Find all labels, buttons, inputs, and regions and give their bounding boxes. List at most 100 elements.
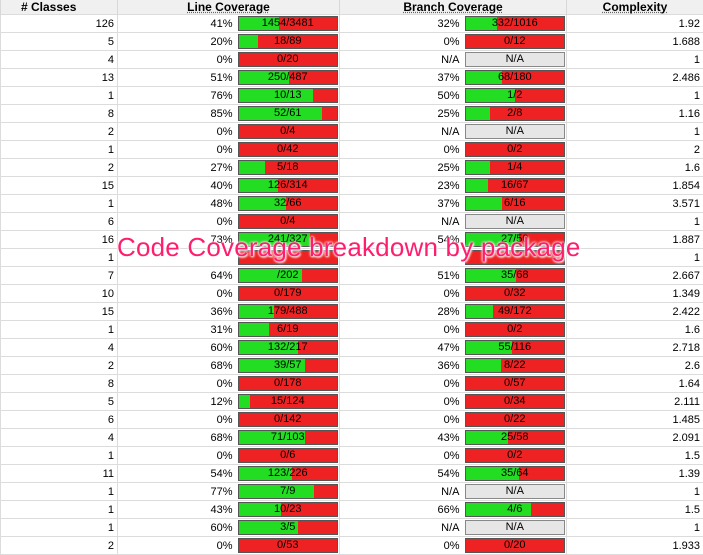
complexity-value: 1.64 (567, 375, 703, 393)
line-coverage-bar: 18/89 (238, 34, 339, 49)
line-coverage-percent: 0% (118, 213, 236, 231)
classes-count: 2 (1, 123, 118, 141)
line-coverage-bar: 39/57 (238, 358, 339, 373)
line-coverage-bar: 7/9 (238, 484, 339, 499)
branch-coverage-bar-cell: 0/2 (463, 141, 567, 159)
branch-coverage-bar: 0/20 (465, 538, 566, 553)
line-coverage-bar-cell: 7/9 (236, 483, 340, 501)
line-coverage-bar: 52/61 (238, 106, 339, 121)
branch-coverage-percent: 66% (340, 501, 463, 519)
line-coverage-label: 0/20 (239, 53, 338, 66)
branch-coverage-bar-cell: 0/20 (463, 537, 567, 555)
branch-coverage-percent: N/A (340, 213, 463, 231)
line-coverage-percent: 0% (118, 537, 236, 555)
branch-coverage-label: 0/12 (466, 35, 565, 48)
branch-coverage-percent: N/A (340, 483, 463, 501)
classes-count: 1 (1, 447, 118, 465)
complexity-value: 2.667 (567, 267, 703, 285)
classes-header[interactable]: # Classes (1, 0, 118, 15)
branch-coverage-percent: 0% (340, 321, 463, 339)
branch-coverage-label: 1/4 (466, 161, 565, 174)
branch-coverage-label: 1/2 (466, 89, 565, 102)
branch-coverage-percent: 0% (340, 33, 463, 51)
line-coverage-bar-cell: 0/42 (236, 141, 340, 159)
branch-coverage-percent: 0% (340, 411, 463, 429)
complexity-value: 2.111 (567, 393, 703, 411)
branch-coverage-bar: 25/58 (465, 430, 566, 445)
line-coverage-label: 7/9 (239, 485, 338, 498)
branch-coverage-header[interactable]: Branch Coverage (340, 0, 567, 15)
branch-coverage-bar-cell: 1/4 (463, 159, 567, 177)
complexity-value: 1.39 (567, 465, 703, 483)
line-coverage-bar: /202 (238, 268, 339, 283)
branch-coverage-percent: 0% (340, 141, 463, 159)
line-coverage-bar: 32/66 (238, 196, 339, 211)
line-coverage-bar: 0/20 (238, 52, 339, 67)
branch-coverage-percent: 37% (340, 195, 463, 213)
branch-coverage-bar: 35/68 (465, 268, 566, 283)
complexity-header[interactable]: Complexity (567, 0, 703, 15)
line-coverage-bar-cell: 0/178 (236, 375, 340, 393)
branch-coverage-bar-cell: 0/2 (463, 321, 567, 339)
line-coverage-bar-cell: 0/4 (236, 213, 340, 231)
line-coverage-bar-cell: 179/488 (236, 303, 340, 321)
branch-coverage-label: 16/67 (466, 179, 565, 192)
complexity-value: 1.349 (567, 285, 703, 303)
complexity-value: 1.485 (567, 411, 703, 429)
branch-coverage-bar-cell: 1/2 (463, 87, 567, 105)
line-coverage-bar: 126/314 (238, 178, 339, 193)
branch-coverage-bar-cell: 68/180 (463, 69, 567, 87)
branch-coverage-bar: 68/180 (465, 70, 566, 85)
branch-coverage-bar: N/A (465, 214, 566, 229)
line-coverage-bar-cell: 10/13 (236, 87, 340, 105)
branch-coverage-label: 0/32 (466, 287, 565, 300)
line-coverage-bar-cell: 0/4 (236, 123, 340, 141)
line-coverage-bar-cell: 71/103 (236, 429, 340, 447)
line-coverage-label: 0/4 (239, 125, 338, 138)
branch-coverage-label: 55/116 (466, 341, 565, 354)
branch-coverage-bar-cell: 49/172 (463, 303, 567, 321)
classes-count: 15 (1, 177, 118, 195)
branch-coverage-bar: 0/57 (465, 376, 566, 391)
branch-coverage-label: N/A (466, 53, 565, 66)
line-coverage-header[interactable]: Line Coverage (118, 0, 340, 15)
branch-coverage-bar-cell: 25/58 (463, 429, 567, 447)
complexity-value: 3.571 (567, 195, 703, 213)
branch-coverage-percent: 0% (340, 285, 463, 303)
line-coverage-percent: 85% (118, 105, 236, 123)
classes-count: 1 (1, 501, 118, 519)
branch-coverage-bar: 1/2 (465, 88, 566, 103)
line-coverage-bar: 0/42 (238, 142, 339, 157)
branch-coverage-label: 6/16 (466, 197, 565, 210)
branch-coverage-label: 35/64 (466, 467, 565, 480)
line-coverage-label: 0/6 (239, 449, 338, 462)
complexity-value: 1.933 (567, 537, 703, 555)
branch-coverage-bar-cell: N/A (463, 213, 567, 231)
line-coverage-label: 179/488 (239, 305, 338, 318)
classes-count: 16 (1, 231, 118, 249)
branch-coverage-percent: 0% (340, 375, 463, 393)
line-coverage-percent: 51% (118, 69, 236, 87)
line-coverage-label: 5/18 (239, 161, 338, 174)
branch-coverage-label: 332/1016 (466, 17, 565, 30)
line-coverage-bar: 123/226 (238, 466, 339, 481)
complexity-value: 2.486 (567, 69, 703, 87)
branch-coverage-label: N/A (466, 125, 565, 138)
branch-coverage-label: 0/2 (466, 323, 565, 336)
line-coverage-percent: 60% (118, 339, 236, 357)
line-coverage-bar: 0/4 (238, 124, 339, 139)
line-coverage-bar-cell: 3/5 (236, 519, 340, 537)
branch-coverage-bar-cell: N/A (463, 483, 567, 501)
branch-coverage-percent: 43% (340, 429, 463, 447)
